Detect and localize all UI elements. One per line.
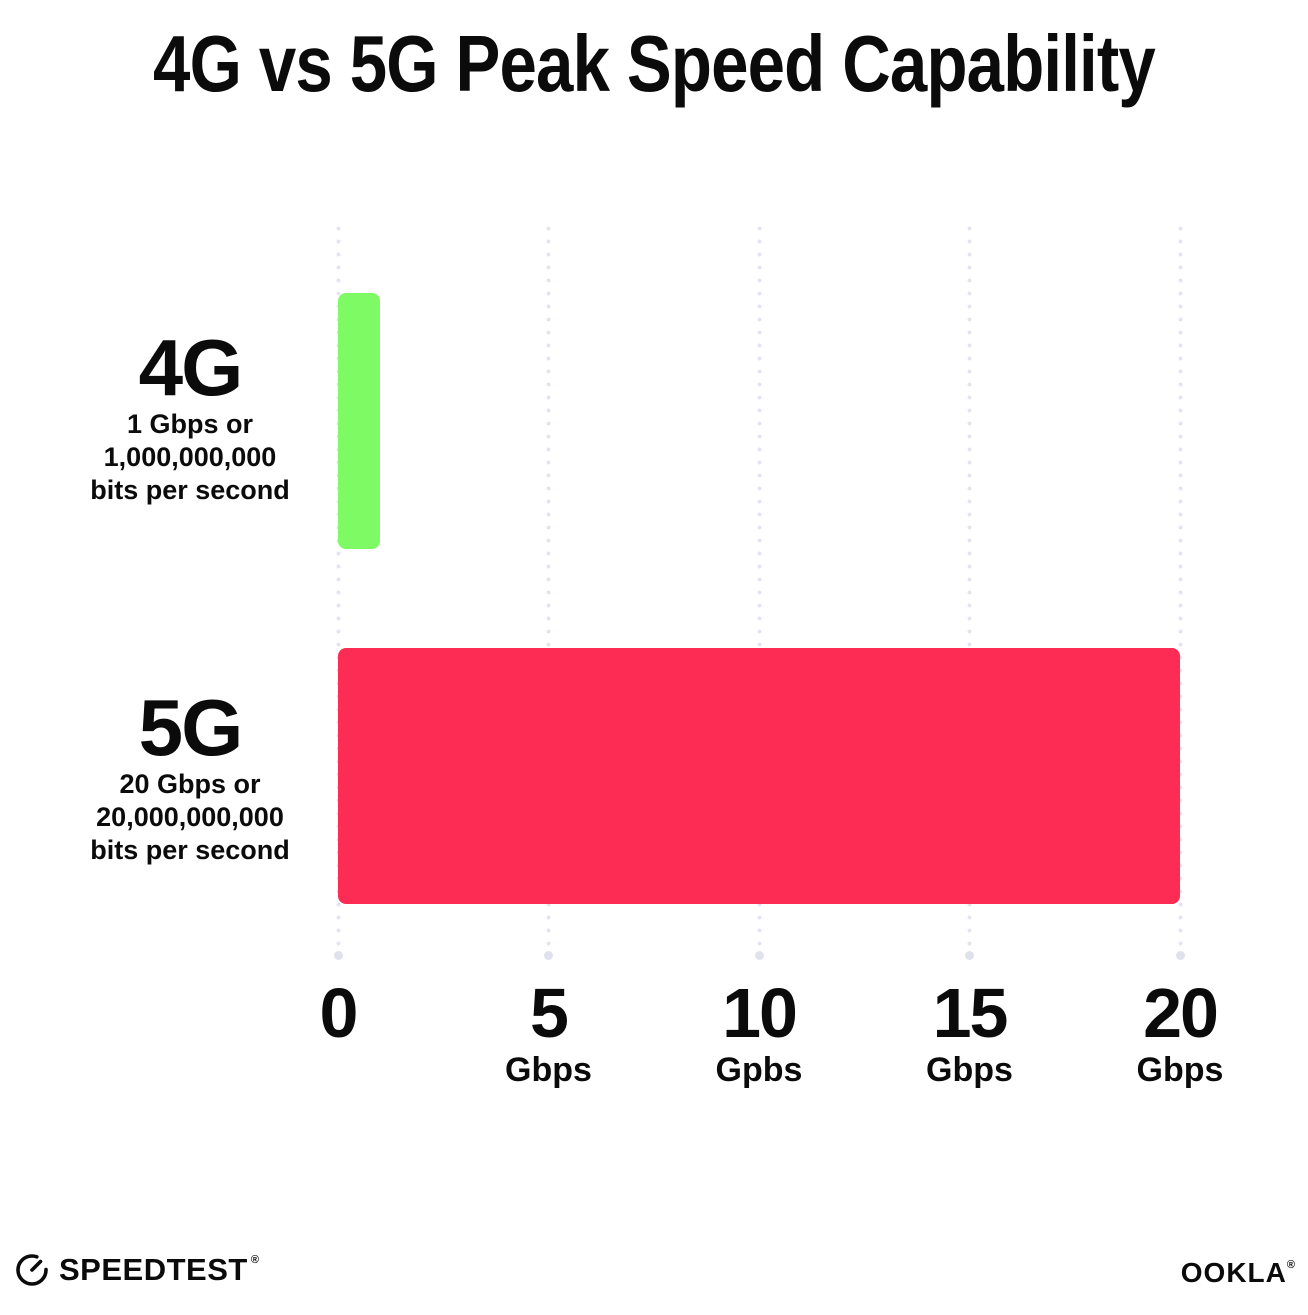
speedtest-wordmark: SPEEDTEST (59, 1252, 248, 1287)
description-line: bits per second (90, 475, 290, 505)
gridline-5 (546, 222, 551, 948)
x-tick-value: 5 (530, 974, 569, 1052)
x-tick-5: 5 Gbps (399, 978, 699, 1090)
ookla-trademark: ® (1286, 1259, 1295, 1271)
speedometer-gauge-icon (16, 1254, 48, 1286)
gridline-20 (1177, 222, 1183, 948)
gridline-10 (756, 222, 762, 948)
x-tick-unit: Gbps (926, 1051, 1013, 1089)
gridline-end-dot-10 (754, 951, 764, 960)
x-tick-value: 10 (722, 974, 798, 1052)
description-line: 1 Gbps or (126, 409, 254, 439)
category-name-4g: 4G (138, 323, 244, 412)
gridline-15 (967, 222, 972, 948)
row-label-5g: 5G 20 Gbps or 20,000,000,000 bits per secon… (40, 688, 340, 867)
gridline-end-dot-0 (333, 951, 343, 960)
description-line: bits per second (90, 835, 290, 865)
category-name-5g: 5G (138, 683, 244, 772)
x-tick-unit: Gpbs (715, 1051, 803, 1089)
gridline-end-dot-15 (965, 951, 974, 960)
x-tick-unit: Gbps (505, 1051, 592, 1089)
chart-title: 4G vs 5G Peak Speed Capability (153, 19, 1156, 108)
gridline-0 (335, 222, 341, 948)
speedtest-trademark: ® (250, 1254, 259, 1266)
x-tick-value: 20 (1143, 974, 1219, 1052)
category-description-5g: 20 Gbps or 20,000,000,000 bits per second (40, 768, 340, 867)
ookla-logo: OOKLA ® (1181, 1258, 1295, 1288)
row-label-4g: 4G 1 Gbps or 1,000,000,000 bits per second (40, 328, 340, 507)
ookla-wordmark: OOKLA (1180, 1257, 1287, 1288)
gridline-end-dot-20 (1175, 951, 1185, 960)
description-line: 20,000,000,000 (96, 802, 284, 832)
gridline-end-dot-5 (544, 951, 553, 960)
x-tick-15: 15 Gbps (820, 978, 1120, 1090)
x-tick-unit: Gbps (1136, 1051, 1224, 1089)
bar-5g (338, 648, 1180, 904)
description-line: 20 Gbps or (119, 769, 261, 799)
x-tick-20: 20 Gbps (1030, 978, 1308, 1090)
x-tick-0: 0 (188, 978, 488, 1048)
description-line: 1,000,000,000 (103, 442, 277, 472)
speedtest-logo: SPEEDTEST ® (14, 1252, 259, 1288)
bar-4g (338, 293, 381, 549)
category-description-4g: 1 Gbps or 1,000,000,000 bits per second (40, 408, 340, 507)
x-tick-10: 10 Gpbs (609, 978, 909, 1090)
x-tick-value: 15 (932, 974, 1009, 1052)
x-tick-value: 0 (319, 974, 359, 1052)
